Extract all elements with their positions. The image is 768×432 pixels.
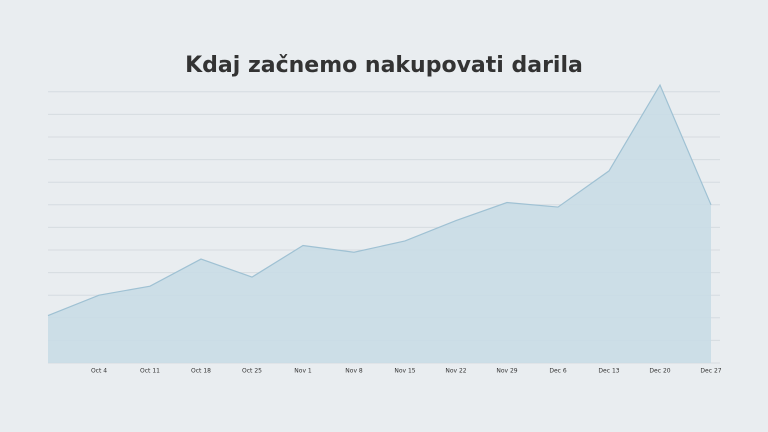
x-tick-label: Nov 8 <box>345 368 363 375</box>
x-tick-label: Oct 18 <box>191 368 211 375</box>
x-tick-label: Oct 11 <box>140 368 160 375</box>
x-tick-label: Dec 27 <box>700 368 721 375</box>
x-tick-label: Dec 13 <box>598 368 619 375</box>
x-tick-label: Nov 22 <box>445 368 466 375</box>
x-tick-label: Nov 15 <box>394 368 415 375</box>
x-tick-label: Dec 6 <box>549 368 567 375</box>
x-tick-label: Oct 4 <box>91 368 107 375</box>
area-line <box>47 83 712 317</box>
area <box>48 85 711 364</box>
x-tick-label: Oct 25 <box>242 368 262 375</box>
x-tick-label: Nov 29 <box>496 368 517 375</box>
x-tick-label: Nov 1 <box>294 368 312 375</box>
x-tick-label: Dec 20 <box>649 368 670 375</box>
chart-title: Kdaj začnemo nakupovati darila <box>185 53 583 78</box>
